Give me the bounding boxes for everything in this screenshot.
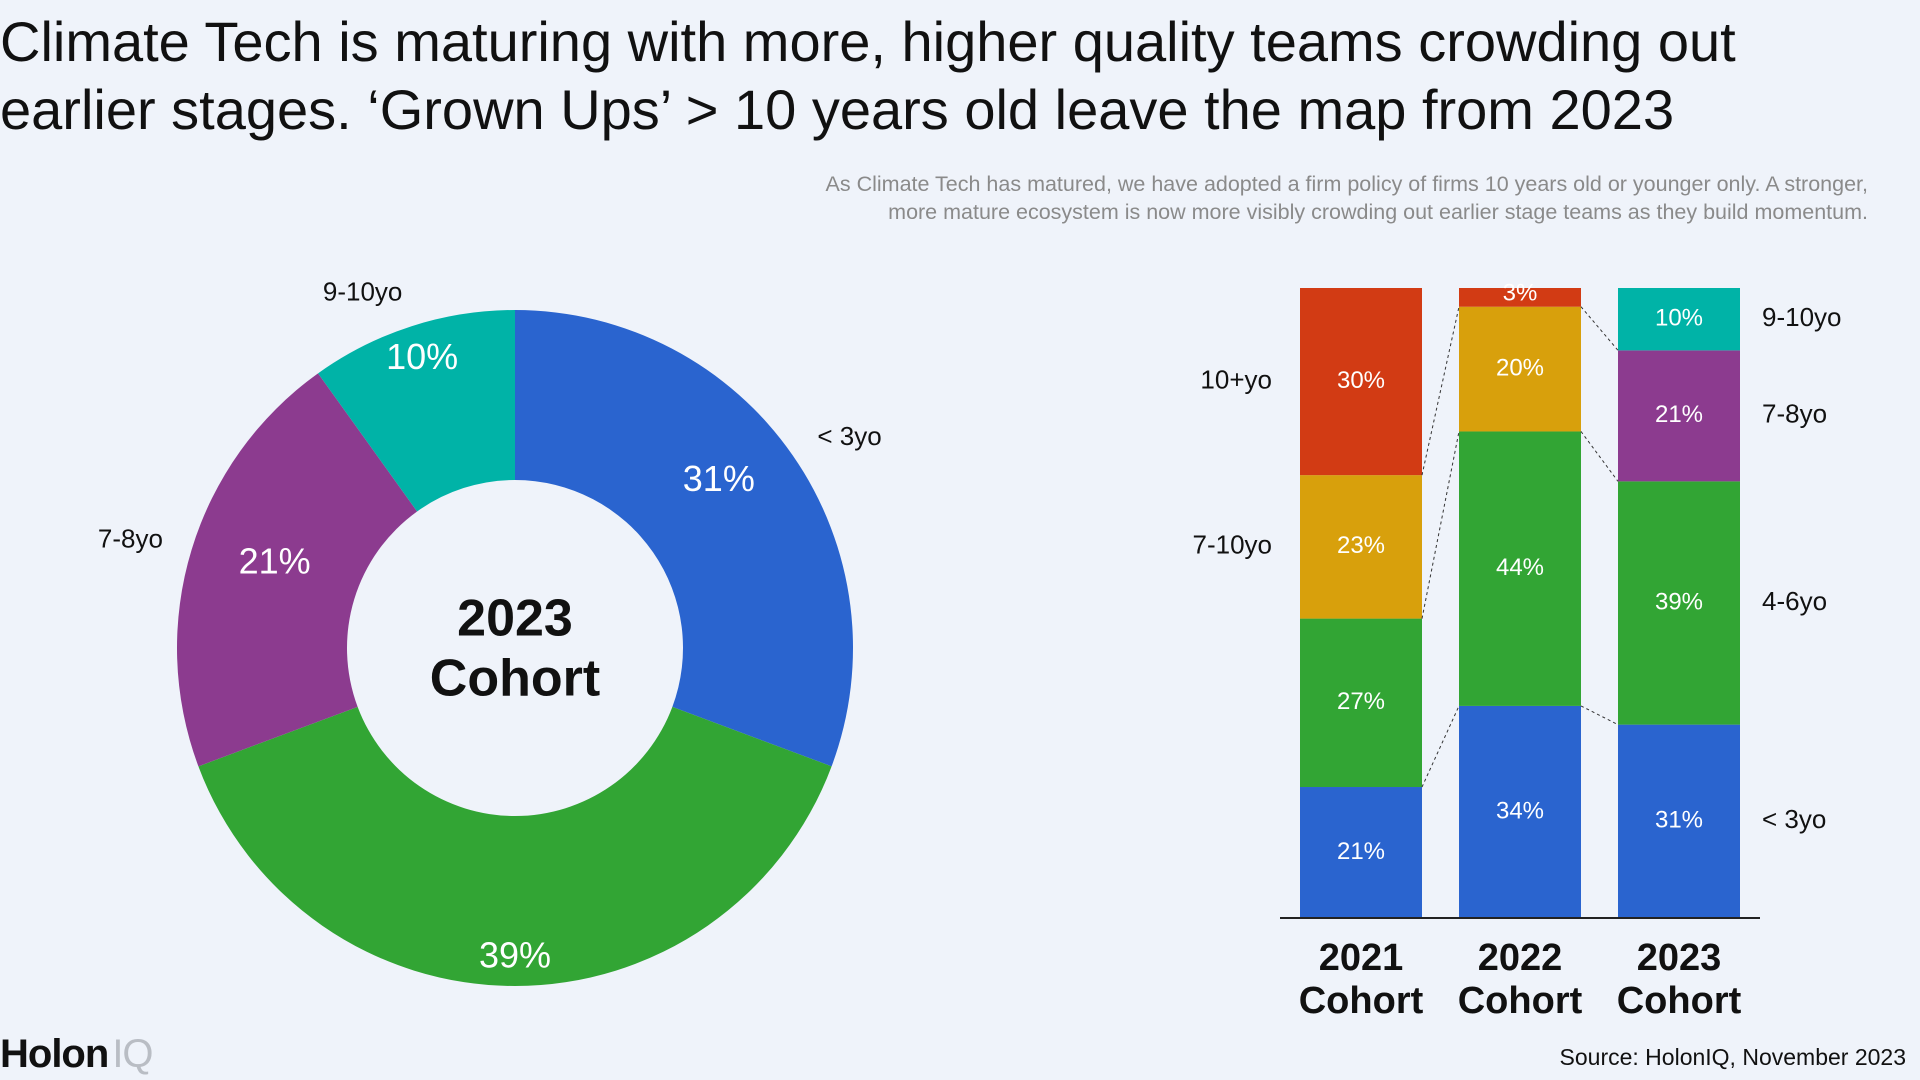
page-title: Climate Tech is maturing with more, high… xyxy=(0,8,1900,144)
bar-value-label: 27% xyxy=(1337,688,1385,715)
donut-slice-3yo xyxy=(515,310,853,767)
bar-segment-y4-6 xyxy=(1300,618,1422,788)
donut-category-label: < 3yo xyxy=(817,421,881,451)
bar-value-label: 23% xyxy=(1337,532,1385,559)
bar-value-label: 31% xyxy=(1655,807,1703,834)
logo-iq-text: IQ xyxy=(112,1032,153,1076)
bar-connector-line xyxy=(1421,705,1460,788)
bar-category-label: 2023 xyxy=(1637,937,1722,979)
bar-segment-y10plus xyxy=(1300,288,1422,476)
bar-connector-line xyxy=(1580,705,1619,726)
donut-center-label: Cohort xyxy=(430,650,600,708)
bar-value-label: 10% xyxy=(1655,305,1703,332)
bar-legend-label-right: 7-8yo xyxy=(1762,399,1827,429)
bar-connector-line xyxy=(1421,431,1460,619)
bar-segment-lt3 xyxy=(1618,724,1740,918)
donut-value-label: 31% xyxy=(683,458,755,499)
donut-value-label: 10% xyxy=(386,336,458,377)
bar-legend-label-left: 7-10yo xyxy=(1193,530,1273,560)
donut-chart: 31% < 3yo 39% 4-6yo 21% 7-8yo 10% 9-10yo 2023Coh… xyxy=(98,277,882,1010)
donut-slice-4-6yo xyxy=(198,706,832,986)
donut-category-label: 9-10yo xyxy=(323,277,403,307)
bar-value-label: 21% xyxy=(1655,401,1703,428)
source-note: Source: HolonIQ, November 2023 xyxy=(1559,1044,1906,1070)
bar-legend-label-right: < 3yo xyxy=(1762,804,1826,834)
donut-center-label: 2023 xyxy=(457,590,573,648)
bar-connector-line xyxy=(1421,306,1460,476)
bar-value-label: 30% xyxy=(1337,367,1385,394)
title-line-2: earlier stages. ‘Grown Ups’ > 10 years o… xyxy=(0,78,1675,141)
subtitle: As Climate Tech has matured, we have ado… xyxy=(568,170,1868,226)
bar-value-label: 44% xyxy=(1496,554,1544,581)
bar-category-label: Cohort xyxy=(1617,980,1742,1022)
subtitle-line-2: more mature ecosystem is now more visibl… xyxy=(888,200,1868,224)
bar-value-label: 21% xyxy=(1337,838,1385,865)
stacked-bar-chart: 21%27%23%30%34%44%20%3%31%39%21%10%2021C… xyxy=(1193,279,1842,1022)
donut-slice-7-8yo xyxy=(177,373,418,767)
donut-category-label: 7-8yo xyxy=(98,524,163,554)
bar-segment-y4-6 xyxy=(1618,481,1740,725)
bar-category-label: 2021 xyxy=(1319,937,1404,979)
bar-segment-y9-10 xyxy=(1618,288,1740,351)
holoniq-logo: Holon IQ xyxy=(0,1030,154,1078)
bar-connector-line xyxy=(1580,306,1619,351)
donut-value-label: 39% xyxy=(479,935,551,976)
bar-value-label: 39% xyxy=(1655,588,1703,615)
donut-slice-9-10yo xyxy=(318,310,515,512)
bar-segment-y7-10 xyxy=(1300,475,1422,619)
bar-segment-y4-6 xyxy=(1459,431,1581,706)
donut-value-label: 21% xyxy=(239,540,311,581)
bar-category-label: Cohort xyxy=(1458,980,1583,1022)
subtitle-line-1: As Climate Tech has matured, we have ado… xyxy=(825,172,1868,196)
bar-category-label: Cohort xyxy=(1299,980,1424,1022)
bar-category-label: 2022 xyxy=(1478,937,1563,979)
logo-holon-text: Holon xyxy=(0,1032,109,1076)
bar-value-label: 20% xyxy=(1496,354,1544,381)
bar-segment-y7-10 xyxy=(1459,306,1581,432)
bar-legend-label-right: 9-10yo xyxy=(1762,302,1842,332)
bar-value-label: 3% xyxy=(1503,279,1538,306)
bar-segment-y10plus xyxy=(1459,288,1581,307)
title-line-1: Climate Tech is maturing with more, high… xyxy=(0,10,1736,73)
bar-legend-label-left: 10+yo xyxy=(1200,364,1272,394)
donut-category-label: 4-6yo xyxy=(482,1005,547,1010)
bar-legend-label-right: 4-6yo xyxy=(1762,586,1827,616)
bar-segment-lt3 xyxy=(1300,787,1422,918)
bar-segment-y7-8 xyxy=(1618,350,1740,482)
bar-connector-line xyxy=(1580,431,1619,482)
bar-segment-lt3 xyxy=(1459,705,1581,918)
bar-value-label: 34% xyxy=(1496,797,1544,824)
